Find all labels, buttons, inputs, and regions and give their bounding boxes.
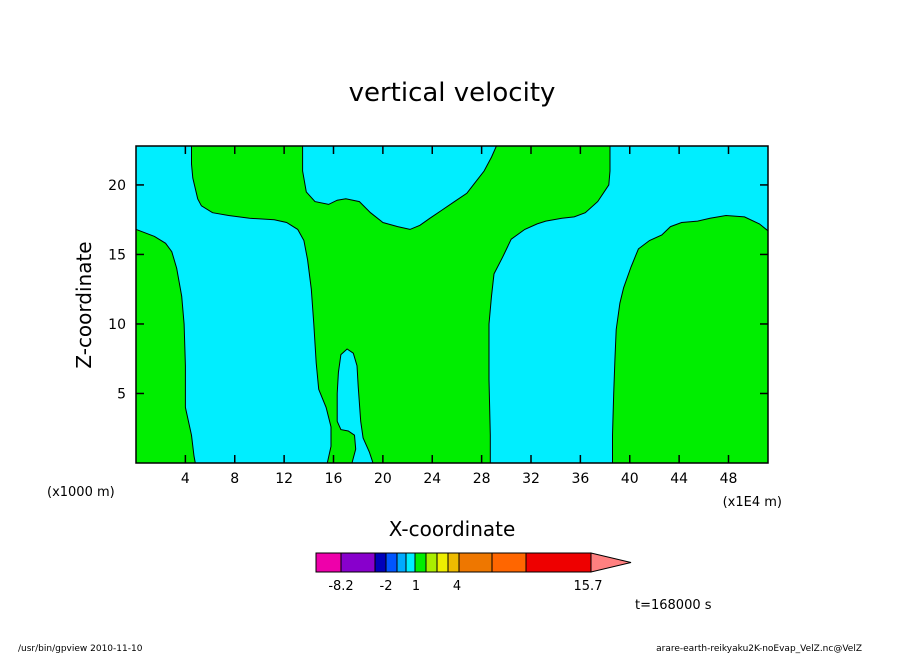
colorbar-swatch — [405, 552, 416, 573]
time-label: t=168000 s — [635, 598, 712, 613]
x-tick-label: 48 — [720, 471, 738, 487]
footer-left: /usr/bin/gpview 2010-11-10 — [18, 644, 143, 654]
x-tick-label: 36 — [571, 471, 589, 487]
x-tick-label: 8 — [230, 471, 239, 487]
footer-right: arare-earth-reikyaku2K-noEvap_VelZ.nc@Ve… — [656, 644, 862, 654]
contour-region-green-central — [191, 146, 611, 463]
x-tick-label: 12 — [275, 471, 293, 487]
colorbar-swatch — [458, 552, 493, 573]
colorbar-swatch — [315, 552, 342, 573]
z-unit-label: (x1000 m) — [47, 485, 115, 500]
x-tick-label: 4 — [181, 471, 190, 487]
contour-region-green-right — [612, 214, 768, 463]
colorbar-swatch — [385, 552, 398, 573]
y-axis-title: Z-coordinate — [72, 241, 96, 368]
colorbar-extend-arrow — [590, 552, 632, 573]
y-tick-label: 20 — [108, 178, 126, 194]
colorbar-swatch — [525, 552, 592, 573]
colorbar-tick-label: 4 — [453, 579, 461, 594]
colorbar-swatch — [414, 552, 427, 573]
colorbar-swatch — [436, 552, 449, 573]
x-unit-label: (x1E4 m) — [723, 495, 782, 510]
colorbar-tick-labels: -8.2 -2 1 4 15.7 — [328, 579, 602, 594]
colorbar-tick-label: -2 — [380, 579, 393, 594]
colorbar-swatch — [425, 552, 438, 573]
y-tick-label: 10 — [108, 317, 126, 333]
colorbar-swatch — [447, 552, 460, 573]
colorbar-swatch — [374, 552, 387, 573]
y-axis: 5 10 15 20 — [108, 178, 768, 402]
y-tick-label: 15 — [108, 247, 126, 263]
x-tick-label: 44 — [670, 471, 688, 487]
colorbar-swatch — [396, 552, 407, 573]
colorbar-tick-label: -8.2 — [328, 579, 353, 594]
x-tick-label: 16 — [325, 471, 343, 487]
x-axis-title: X-coordinate — [389, 517, 516, 541]
x-axis: 4 8 12 16 20 24 28 32 36 40 44 48 — [181, 146, 738, 487]
colorbar-tick-label: 1 — [412, 579, 420, 594]
chart-title: vertical velocity — [349, 78, 556, 108]
colorbar-tick-label: 15.7 — [574, 579, 603, 594]
colorbar — [315, 552, 632, 573]
x-tick-label: 28 — [473, 471, 491, 487]
x-tick-label: 24 — [423, 471, 441, 487]
x-tick-label: 20 — [374, 471, 392, 487]
contour-region-green-left — [136, 228, 196, 463]
y-tick-label: 5 — [117, 386, 126, 402]
colorbar-swatch — [340, 552, 376, 573]
x-tick-label: 40 — [621, 471, 639, 487]
contour-regions — [136, 146, 768, 463]
plot-frame — [135, 145, 769, 464]
plot-area — [135, 145, 769, 464]
colorbar-swatch — [491, 552, 527, 573]
x-tick-label: 32 — [522, 471, 540, 487]
